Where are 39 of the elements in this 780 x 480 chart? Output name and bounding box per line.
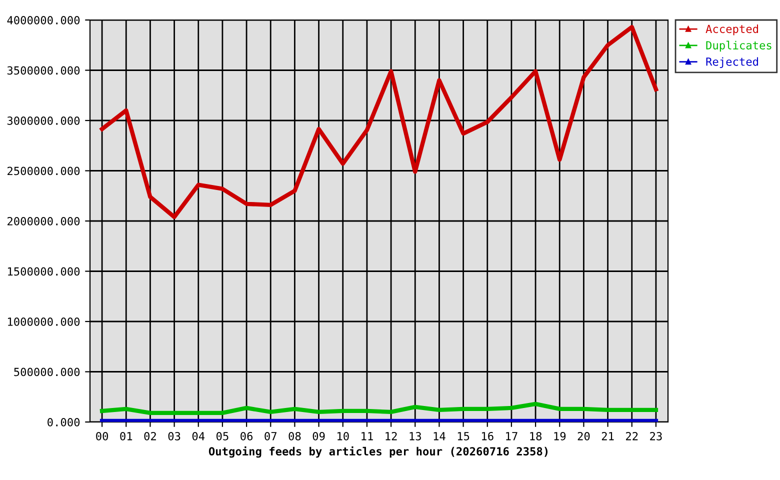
legend-label: Rejected (706, 57, 758, 68)
x-tick-label: 20 (578, 432, 590, 440)
y-tick-label: 3000000.000 (7, 116, 80, 125)
text: Outgoing feeds by articles per hour (20260716 2358) (208, 446, 548, 458)
x-tick-label: 09 (312, 432, 325, 440)
y-tick-label: 500000.000 (14, 368, 80, 376)
x-tick-label: 14 (434, 432, 446, 440)
x-tick-label: 21 (602, 432, 614, 440)
x-tick-label: 10 (338, 432, 349, 440)
x-tick-label: 15 (458, 432, 470, 440)
x-tick-label: 22 (626, 432, 638, 440)
x-tick-label: 12 (386, 432, 397, 440)
line-series (100, 24, 658, 220)
x-tick-label: 02 (144, 432, 156, 440)
x-tick-label: 05 (216, 432, 228, 440)
legend-label: Duplicates (706, 40, 772, 52)
x-tick-label: 06 (240, 432, 253, 440)
x-tick-label: 19 (554, 432, 566, 440)
x-tick-label: 03 (168, 432, 180, 440)
line-series (100, 402, 658, 416)
x-tick-label: 13 (410, 432, 421, 440)
x-tick-label: 00 (96, 432, 108, 440)
y-tick-label: 2500000.000 (8, 166, 80, 176)
x-tick-label: 11 (362, 432, 373, 440)
x-tick-label: 23 (650, 432, 662, 440)
y-tick-label: 2000000.000 (8, 217, 80, 226)
y-tick-label: 0.000 (48, 418, 80, 426)
y-tick-label: 3500000.000 (7, 66, 80, 75)
x-tick-label: 18 (530, 432, 542, 440)
x-tick-label: 08 (288, 432, 301, 440)
y-tick-label: 1000000.000 (8, 318, 80, 326)
legend-label: Accepted (706, 24, 758, 36)
y-tick-label: 1500000.000 (8, 267, 80, 276)
y-tick-label: 4000000.000 (7, 16, 80, 24)
x-tick-label: 07 (264, 432, 276, 440)
x-tick-label: 04 (192, 432, 205, 440)
x-tick-label: 17 (506, 432, 518, 440)
x-tick-label: 01 (120, 432, 132, 440)
x-tick-label: 16 (482, 432, 494, 440)
